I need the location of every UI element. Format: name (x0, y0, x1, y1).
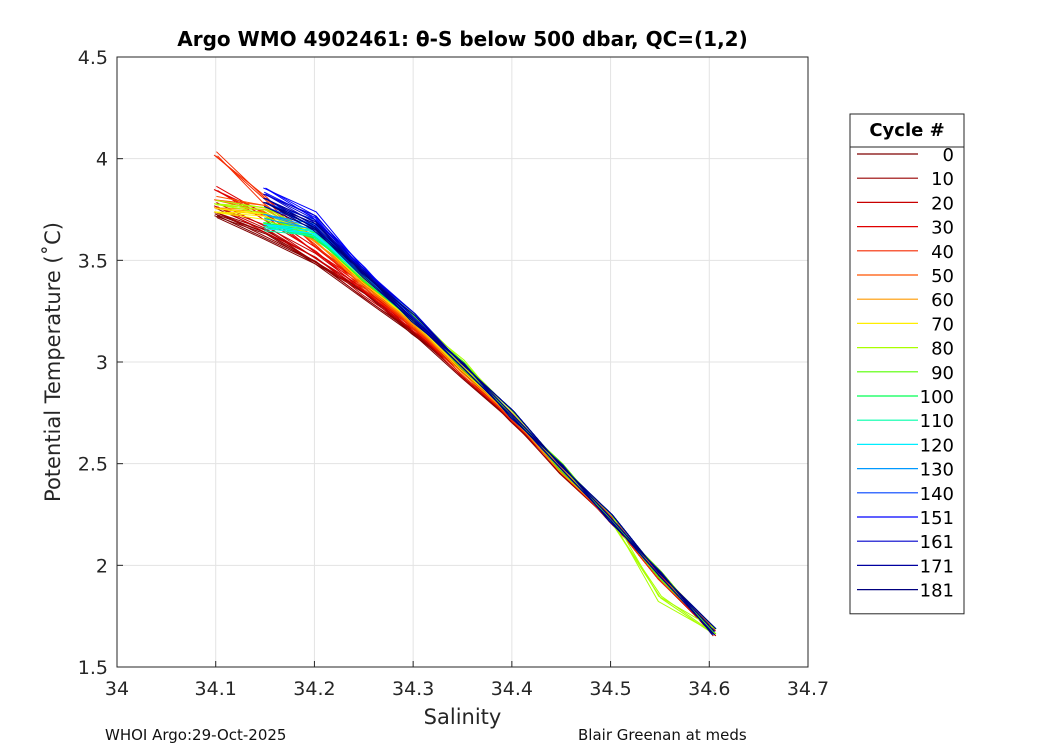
x-tick-label: 34.3 (392, 678, 434, 700)
y-tick-label: 4.5 (78, 47, 108, 69)
chart-title: Argo WMO 4902461: θ-S below 500 dbar, QC… (177, 27, 747, 51)
series-line-cycle-181 (263, 201, 717, 630)
legend-entry: 181 (920, 581, 954, 602)
legend-entry: 0 (943, 145, 954, 166)
x-tick-label: 34.1 (195, 678, 237, 700)
legend-entry: 161 (920, 532, 954, 553)
x-tick-label: 34.5 (589, 678, 631, 700)
y-tick-label: 4 (96, 149, 108, 171)
footer-source: WHOI Argo:29-Oct-2025 (105, 726, 287, 744)
series-line-cycle-181 (263, 205, 715, 636)
x-tick-label: 34.6 (688, 678, 730, 700)
footer-author: Blair Greenan at meds (578, 726, 747, 744)
legend-entry: 90 (931, 363, 954, 384)
y-tick-label: 3.5 (78, 250, 108, 272)
legend-title: Cycle # (869, 120, 944, 141)
legend-entry: 151 (920, 508, 954, 529)
x-tick-label: 34.4 (491, 678, 533, 700)
legend-box (849, 113, 965, 615)
legend-entry: 10 (931, 169, 954, 190)
legend-entry: 120 (920, 435, 954, 456)
y-tick-label: 3 (96, 352, 108, 374)
legend-entry: 40 (931, 242, 954, 263)
x-tick-label: 34.2 (293, 678, 335, 700)
legend-entry: 110 (920, 411, 954, 432)
legend-entry: 60 (931, 290, 954, 311)
x-tick-label: 34.7 (787, 678, 829, 700)
legend-entry: 80 (931, 339, 954, 360)
legend-entry: 50 (931, 266, 954, 287)
legend-entry: 171 (920, 556, 954, 577)
x-axis-label: Salinity (424, 705, 502, 729)
x-tick-label: 34 (105, 678, 129, 700)
legend-entry: 30 (931, 218, 954, 239)
legend-entry: 20 (931, 193, 954, 214)
plot-frame (116, 56, 809, 668)
y-axis-label: Potential Temperature (˚C) (41, 222, 65, 502)
series-line-cycle-181 (265, 201, 715, 632)
series-line-cycle-181 (266, 202, 713, 635)
legend-entry: 100 (920, 387, 954, 408)
legend-entry: 140 (920, 484, 954, 505)
legend-entry: 70 (931, 314, 954, 335)
y-tick-label: 2 (96, 555, 108, 577)
y-tick-label: 1.5 (78, 657, 108, 679)
legend-entry: 130 (920, 460, 954, 481)
y-tick-label: 2.5 (78, 454, 108, 476)
